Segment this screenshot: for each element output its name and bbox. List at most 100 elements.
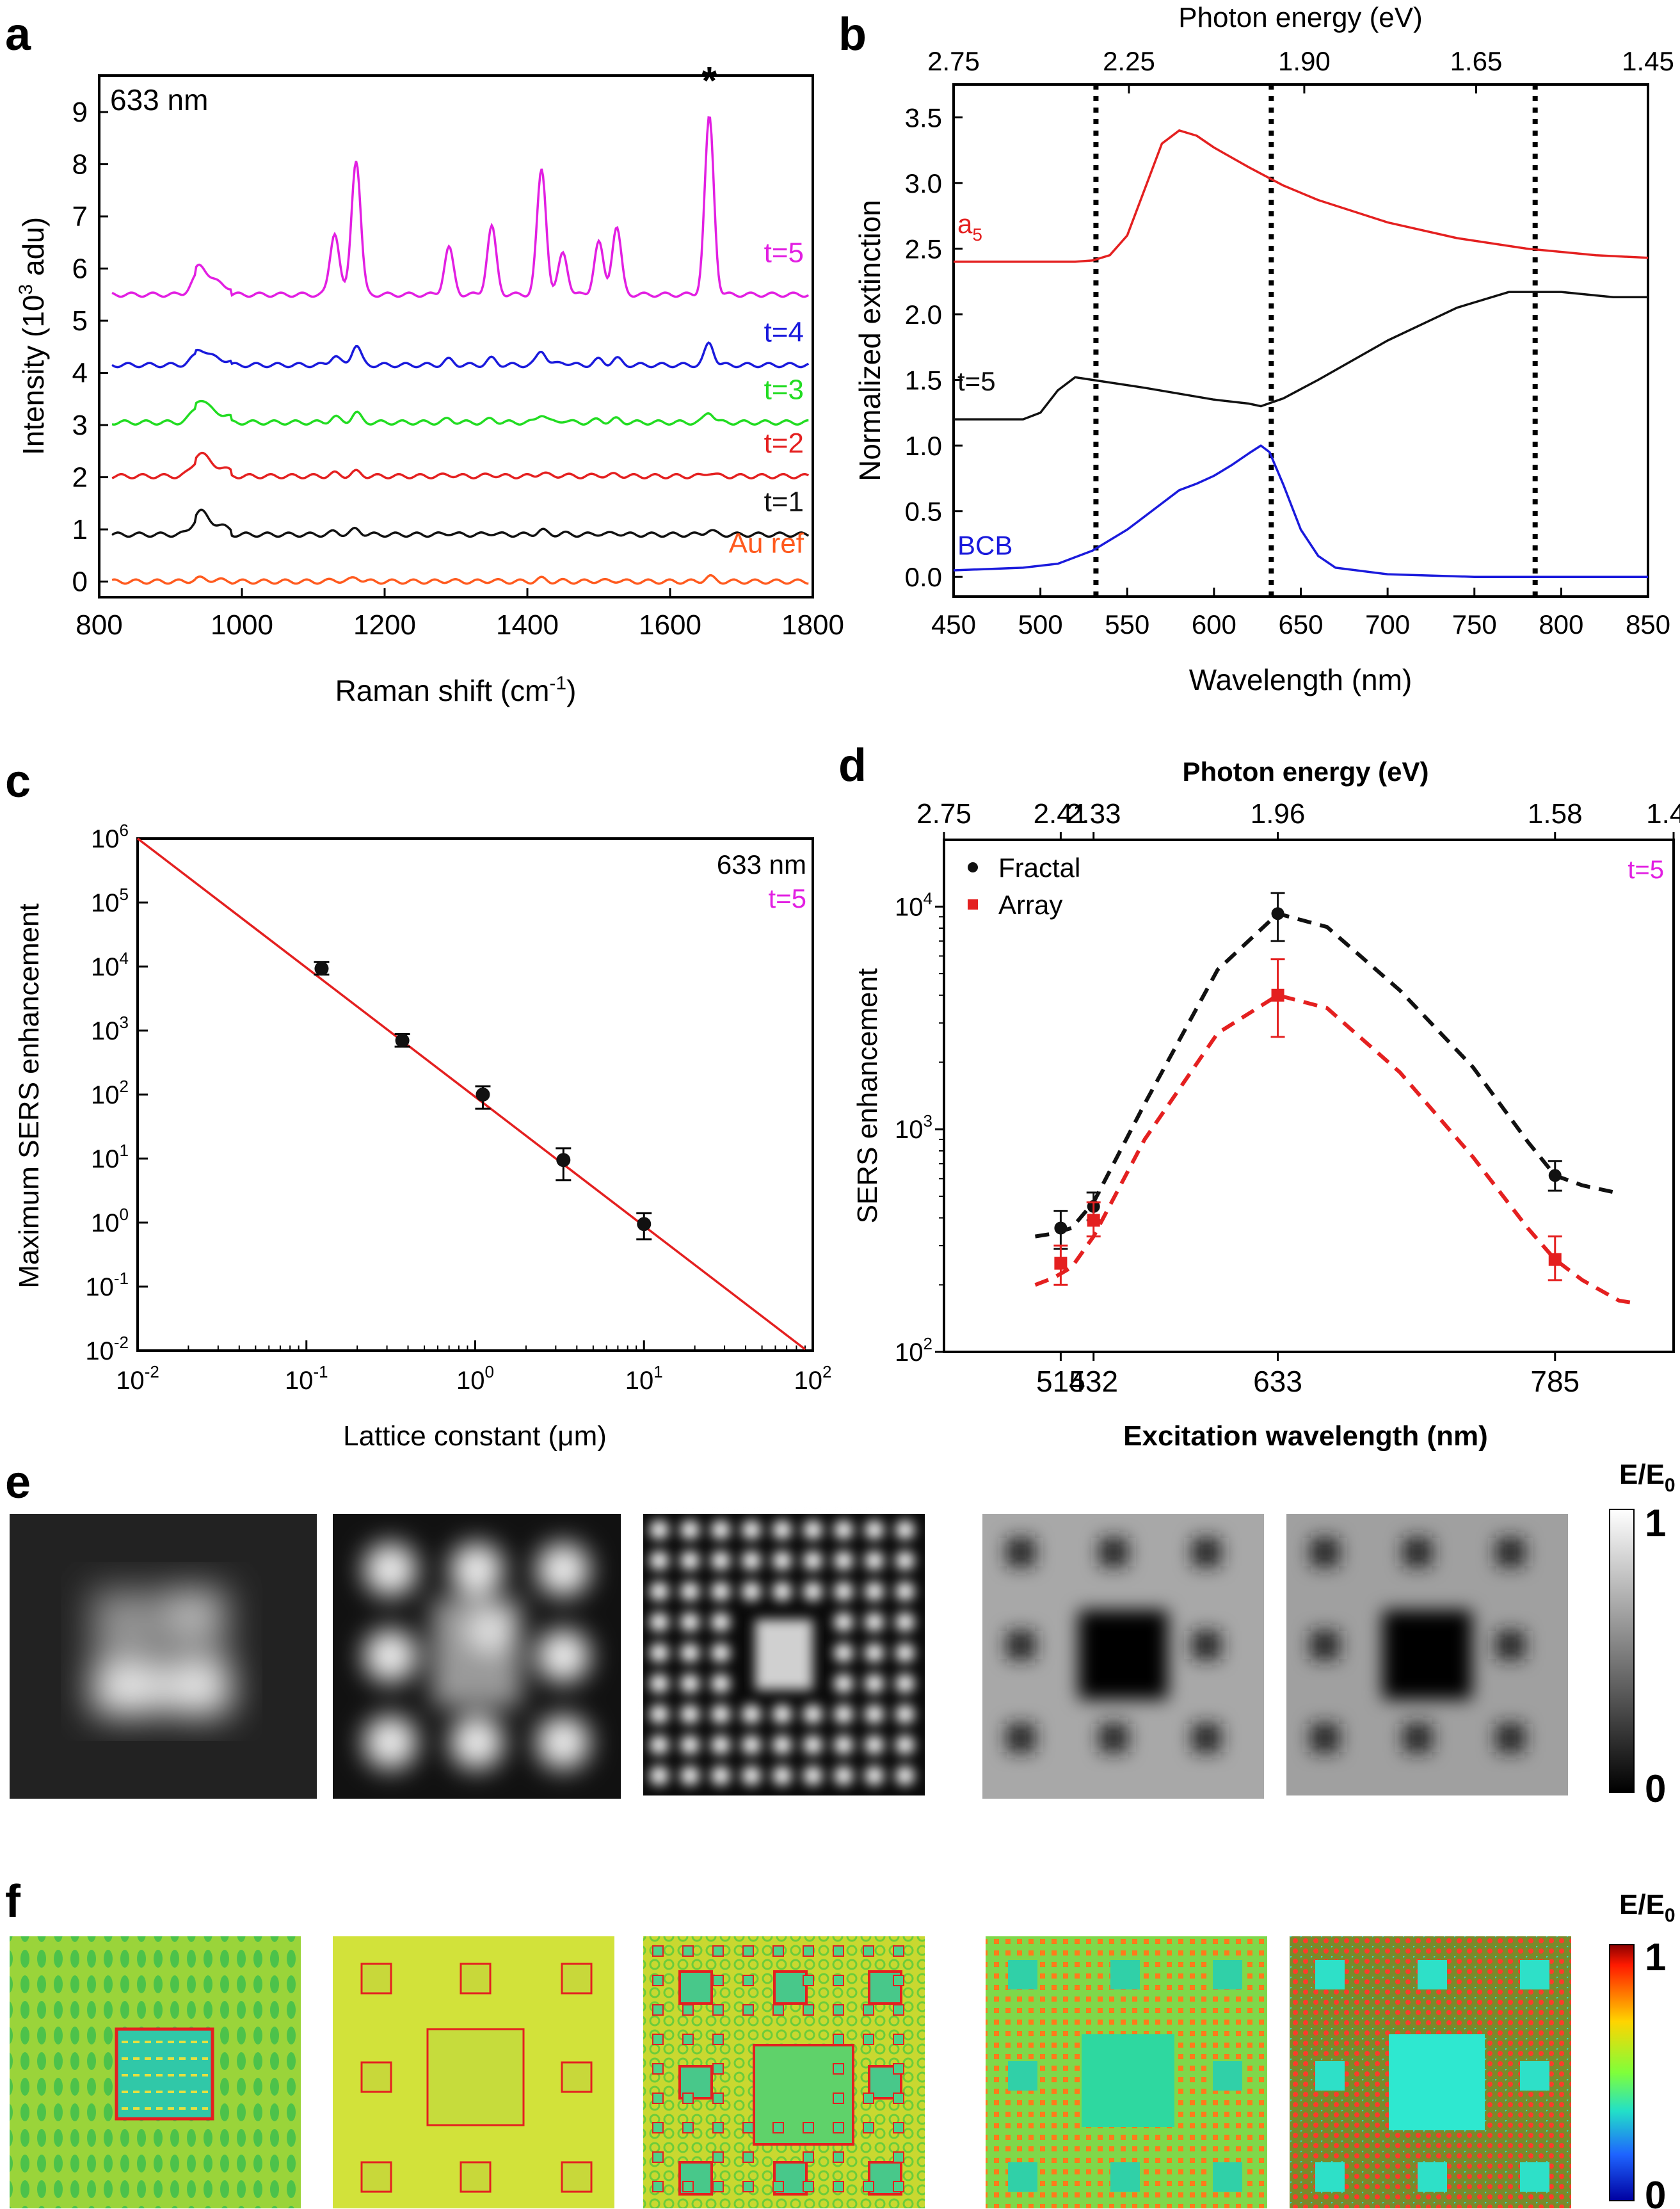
f3-small-square <box>833 2004 844 2016</box>
f-square <box>360 1963 392 1995</box>
a-series-label: t=2 <box>764 428 804 459</box>
b-toptick-label: 2.25 <box>1103 46 1155 76</box>
chart-c-ylabel: Maximum SERS enhancement <box>13 903 45 1289</box>
chart-a-ylabel-main: Intensity (10 <box>17 294 50 455</box>
f-map-1-center <box>115 2027 214 2121</box>
e3-hotspot <box>834 1582 853 1601</box>
chart-a-ylabel: Intensity (103 adu) <box>15 217 50 455</box>
c-ytick-label-base: 10 <box>85 1273 114 1301</box>
b-xtick-label: 700 <box>1365 609 1410 639</box>
chart-b: 450 500 550 600 650 700 750 800 850 0.0 0.5 1.0 1.5 2… <box>853 2 1674 696</box>
e3-hotspot <box>650 1520 669 1539</box>
b-xtick-label: 800 <box>1539 609 1583 639</box>
b-ytick-label: 2.5 <box>905 234 942 264</box>
d-fit-line <box>1034 993 1638 1306</box>
e-map-3-center <box>755 1619 813 1690</box>
f3-small-square <box>772 2004 784 2016</box>
d-data-point <box>1271 988 1284 1002</box>
c-xtick-label-exp: -1 <box>313 1362 328 1381</box>
e2-hotspot <box>450 1543 504 1596</box>
chart-c-annotation-wl: 633 nm <box>717 849 806 880</box>
f-square <box>1110 2162 1140 2192</box>
b-toptick-label: 2.75 <box>927 46 980 76</box>
b-xtick-label: 650 <box>1278 609 1323 639</box>
e3-hotspot <box>711 1612 730 1632</box>
panel-e-maps: E/E0 1 0 <box>10 1459 1676 1810</box>
f-square <box>561 2161 593 2193</box>
e3-hotspot <box>650 1735 669 1755</box>
b-ytick-label: 1.0 <box>905 431 942 461</box>
c-data-point <box>556 1153 571 1168</box>
e-map-4-holes <box>1007 1538 1220 1752</box>
f-square <box>1315 1960 1345 1989</box>
f3-small-square <box>833 2093 844 2104</box>
e3-hotspot <box>803 1735 822 1755</box>
c-data-point <box>637 1217 652 1232</box>
c-ytick-label: 104 <box>91 949 129 981</box>
e3-hotspot <box>711 1643 730 1662</box>
f-square <box>1418 1960 1447 1989</box>
e3-hotspot <box>650 1643 669 1662</box>
a-series-label: t=4 <box>764 317 804 348</box>
a-xtick-label: 800 <box>76 609 122 641</box>
f3-small-square <box>833 2122 844 2133</box>
d-xtick-label: 633 <box>1253 1365 1302 1398</box>
c-fit-line <box>136 837 806 1351</box>
chart-a-xlabel-main: Raman shift (cm <box>335 674 550 707</box>
f3-small-square <box>652 2034 664 2045</box>
c-ytick-label: 106 <box>91 821 129 853</box>
e3-hotspot <box>742 1705 761 1724</box>
e3-hotspot <box>895 1766 915 1785</box>
f-square <box>1082 2034 1174 2127</box>
b-toptick-label: 1.65 <box>1450 46 1503 76</box>
f-square <box>1213 1960 1242 1989</box>
e2-hotspot <box>364 1715 417 1769</box>
chart-a-xlabel-sup: -1 <box>549 673 566 694</box>
b-xtick-label: 450 <box>931 609 976 639</box>
b-xtick-label: 550 <box>1105 609 1149 639</box>
e3-hotspot <box>711 1705 730 1724</box>
f3-small-square <box>893 2034 904 2045</box>
e3-hotspot <box>711 1551 730 1570</box>
e3-hotspot <box>865 1582 884 1601</box>
b-ytick-label: 0.0 <box>905 562 942 592</box>
chart-c: 10-2 10-1 100 101 10210-210-1100101102103104… <box>13 821 831 1452</box>
c-data-point <box>314 961 329 976</box>
b-ytick-label: 1.5 <box>905 365 942 396</box>
e3-hotspot <box>865 1551 884 1570</box>
c-xtick-label: 100 <box>456 1362 494 1395</box>
f-square <box>1008 2061 1037 2091</box>
c-xtick-label: 102 <box>794 1362 832 1395</box>
chart-c-annotation-t: t=5 <box>768 883 806 913</box>
e3-hotspot <box>711 1735 730 1755</box>
a-series-line <box>111 451 810 479</box>
f3-small-square <box>893 2122 904 2133</box>
b-label-bcb: BCB <box>957 530 1012 560</box>
e3-hotspot <box>803 1705 822 1724</box>
chart-a-peak-marker: * <box>702 60 717 102</box>
d-toptick-label: 1.58 <box>1528 798 1583 830</box>
chart-b-top-label: Photon energy (eV) <box>1178 2 1423 33</box>
f-map-1 <box>10 1936 301 2208</box>
c-ytick-label-exp: 5 <box>120 885 129 904</box>
c-xtick-label: 10-2 <box>116 1362 159 1395</box>
f3-small-square <box>712 1945 724 1957</box>
dark-hole <box>1192 1631 1220 1659</box>
f-map-1-stripes <box>122 2041 208 2110</box>
d-ytick-label: 102 <box>895 1334 932 1367</box>
f-square <box>1315 2162 1345 2192</box>
e3-hotspot <box>834 1705 853 1724</box>
a-series-line <box>111 116 810 298</box>
f3-small-square <box>742 2122 754 2133</box>
a-ytick-label: 8 <box>72 149 88 181</box>
c-ytick-label: 10-1 <box>85 1269 129 1301</box>
f3-small-square <box>652 1945 664 1957</box>
e3-hotspot <box>742 1551 761 1570</box>
c-xtick-label-exp: -2 <box>145 1362 159 1381</box>
chart-a-xlabel: Raman shift (cm-1) <box>335 673 577 707</box>
b-ytick-label: 2.0 <box>905 300 942 330</box>
legend-fractal-marker <box>968 862 978 872</box>
e-map-3 <box>643 1514 925 1795</box>
chart-c-series <box>136 837 806 1351</box>
c-ytick-label-base: 10 <box>91 1145 120 1173</box>
